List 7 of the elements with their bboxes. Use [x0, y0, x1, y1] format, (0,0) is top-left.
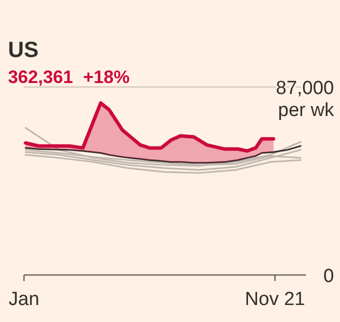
y-tick-label: 0 [323, 266, 334, 287]
chart-subtitle: 362,361 +18% [8, 67, 130, 87]
x-tick-label: Jan [8, 289, 40, 310]
y-tick-label: 87,000 [276, 78, 334, 99]
x-tick-label: Nov 21 [244, 289, 306, 310]
y-axis-title: per wk [278, 100, 334, 121]
chart-title: US [8, 37, 39, 62]
